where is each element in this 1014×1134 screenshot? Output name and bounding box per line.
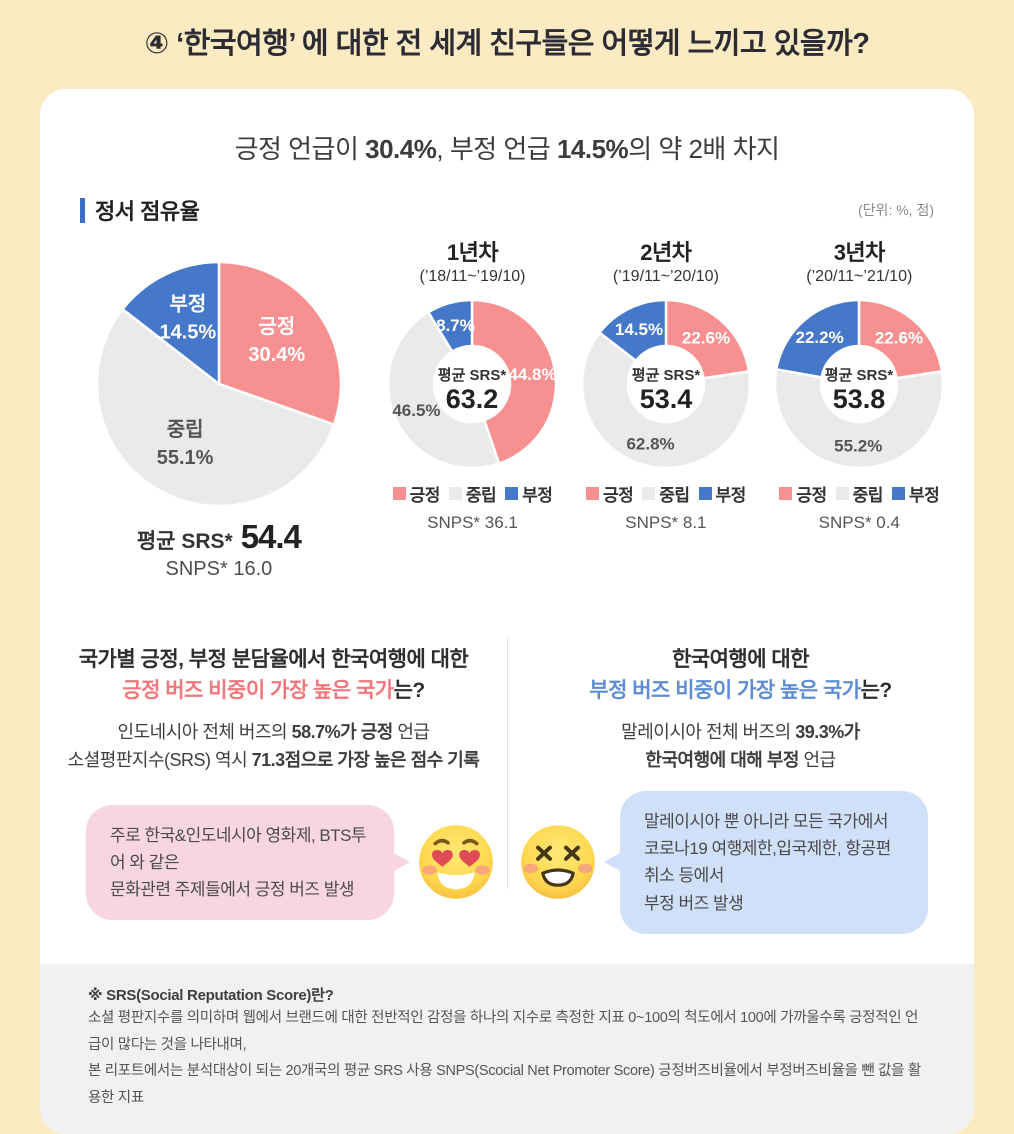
- summary-subtitle: 긍정 언급이 30.4%, 부정 언급 14.5%의 약 2배 차지: [234, 134, 780, 164]
- charts-row: 긍정 30.4% 중립 55.1% 부정 14.5% 평균 SRS* 54.4 SNPS* …: [40, 226, 974, 581]
- donut-title-year3: 3년차: [833, 240, 886, 265]
- donut-chart-year2: 22.6% 62.8% 14.5% 평균 SRS*53.4: [580, 298, 752, 470]
- svg-text:55.2%: 55.2%: [834, 436, 882, 455]
- legend-year2: 긍정 중립 부정: [569, 481, 762, 506]
- svg-text:8.7%: 8.7%: [437, 316, 476, 335]
- donut-period-year3: (’20/11~’21/10): [806, 268, 913, 285]
- footnote-section: ※ SRS(Social Reputation Score)란? 소셜 평판지수…: [40, 963, 974, 1134]
- svg-text:평균 SRS*: 평균 SRS*: [438, 366, 507, 384]
- legend-item-부정: 부정: [891, 481, 940, 506]
- section-header: 정서 점유율 (단위: %, 점): [80, 194, 934, 226]
- donut-block-year3: 3년차 (’20/11~’21/10) 22.6% 55.2% 22.2% 평균 SR…: [763, 240, 956, 581]
- svg-text:53.8: 53.8: [833, 384, 886, 414]
- avg-srs-label: 평균 SRS*: [136, 530, 233, 553]
- overall-snps: SNPS* 16.0: [165, 558, 273, 580]
- snps-year1: SNPS* 36.1: [427, 513, 518, 532]
- donut-block-year1: 1년차 (’18/11~’19/10) 44.8% 46.5% 8.7% 평균 SRS…: [376, 240, 569, 581]
- donut-block-year2: 2년차 (’19/11~’20/10) 22.6% 62.8% 14.5% 평균 SR…: [569, 240, 762, 581]
- legend-item-부정: 부정: [698, 481, 746, 506]
- avg-srs-value: 54.4: [240, 518, 302, 555]
- donut-period-year2: (’19/11~’20/10): [612, 268, 719, 285]
- page-title: ④ ‘한국여행’ 에 대한 전 세계 친구들은 어떻게 느끼고 있을까?: [144, 28, 870, 60]
- negative-bubble-group: 말레이시아 뿐 아니라 모든 국가에서 코로나19 여행제한,입국제한, 항공편 …: [496, 791, 928, 934]
- svg-text:63.2: 63.2: [446, 384, 499, 414]
- unit-label: (단위: %, 점): [858, 202, 934, 218]
- legend-year3: 긍정 중립 부정: [763, 481, 956, 506]
- footnote-line-2: 본 리포트에서는 분석대상이 되는 20개국의 평균 SRS 사용 SNPS(S…: [88, 1063, 921, 1107]
- donut-chart-year3: 22.6% 55.2% 22.2% 평균 SRS*53.8: [774, 298, 945, 470]
- qa-positive-column: 국가별 긍정, 부정 분담율에서 한국여행에 대한 긍정 버즈 비중이 가장 높…: [40, 645, 507, 775]
- footnote-line-1: 소셜 평판지수를 의미하며 웹에서 브랜드에 대한 전반적인 감정을 하나의 지…: [88, 1009, 919, 1053]
- svg-text:22.6%: 22.6%: [875, 328, 923, 347]
- summary-card: 긍정 언급이 30.4%, 부정 언급 14.5%의 약 2배 차지 정서 점유…: [40, 89, 974, 1134]
- qa-negative-body: 말레이시아 전체 버즈의 39.3%가 한국여행에 대해 부정 언급: [621, 722, 860, 771]
- legend-item-부정: 부정: [505, 481, 553, 506]
- legend-item-긍정: 긍정: [779, 481, 827, 506]
- donut-title-year2: 2년차: [640, 240, 692, 265]
- positive-bubble-group: 주로 한국&인도네시아 영화제, BTS투어 와 같은 문화관련 주제들에서 긍정…: [86, 791, 496, 934]
- bubble-row: 주로 한국&인도네시아 영화제, BTS투어 와 같은 문화관련 주제들에서 긍정…: [40, 791, 974, 934]
- legend-item-중립: 중립: [642, 481, 690, 506]
- legend-item-중립: 중립: [448, 481, 497, 506]
- overall-sentiment-pie-chart: 긍정 30.4% 중립 55.1% 부정 14.5%: [95, 260, 343, 508]
- legend-year1: 긍정 중립 부정: [376, 481, 569, 506]
- overall-pie-block: 긍정 30.4% 중립 55.1% 부정 14.5% 평균 SRS* 54.4 SNPS* …: [62, 240, 376, 581]
- legend-item-긍정: 긍정: [392, 481, 440, 506]
- snps-year2: SNPS* 8.1: [625, 513, 707, 532]
- heart-eyes-emoji: [419, 825, 493, 900]
- svg-text:22.2%: 22.2%: [796, 328, 844, 347]
- footnote-heading: ※ SRS(Social Reputation Score)란?: [88, 986, 334, 1004]
- qa-positive-heading: 국가별 긍정, 부정 분담율에서 한국여행에 대한 긍정 버즈 비중이 가장 높…: [78, 648, 469, 702]
- qa-row: 국가별 긍정, 부정 분담율에서 한국여행에 대한 긍정 버즈 비중이 가장 높…: [40, 637, 974, 889]
- qa-negative-column: 한국여행에 대한 부정 버즈 비중이 가장 높은 국가는? 말레이시아 전체 버…: [507, 645, 974, 775]
- section-title: 정서 점유율: [95, 199, 200, 224]
- svg-text:62.8%: 62.8%: [626, 434, 674, 453]
- svg-text:53.4: 53.4: [640, 384, 693, 414]
- svg-text:22.6%: 22.6%: [682, 329, 730, 348]
- qa-positive-body: 인도네시아 전체 버즈의 58.7%가 긍정 언급 소셜평판지수(SRS) 역시…: [67, 722, 480, 771]
- legend-item-중립: 중립: [835, 481, 883, 506]
- svg-text:44.8%: 44.8%: [509, 365, 557, 384]
- svg-text:평균 SRS*: 평균 SRS*: [632, 366, 701, 384]
- section-accent-bar: [80, 197, 85, 223]
- negative-speech-bubble: 말레이시아 뿐 아니라 모든 국가에서 코로나19 여행제한,입국제한, 항공편 …: [604, 791, 928, 934]
- donut-chart-year1: 44.8% 46.5% 8.7% 평균 SRS*63.2: [387, 298, 558, 470]
- svg-text:14.5%: 14.5%: [615, 320, 663, 339]
- qa-negative-heading: 한국여행에 대한 부정 버즈 비중이 가장 높은 국가는?: [589, 648, 892, 702]
- weary-face-emoji: [521, 825, 595, 900]
- svg-text:46.5%: 46.5%: [393, 401, 441, 420]
- overall-avg-srs: 평균 SRS* 54.4: [62, 518, 376, 556]
- vertical-divider: [507, 637, 508, 889]
- donut-title-year1: 1년차: [446, 240, 499, 265]
- donut-period-year1: (’18/11~’19/10): [419, 268, 526, 285]
- legend-item-긍정: 긍정: [585, 481, 634, 506]
- svg-text:평균 SRS*: 평균 SRS*: [825, 366, 894, 384]
- snps-year3: SNPS* 0.4: [818, 513, 900, 532]
- positive-speech-bubble: 주로 한국&인도네시아 영화제, BTS투어 와 같은 문화관련 주제들에서 긍정…: [86, 804, 410, 921]
